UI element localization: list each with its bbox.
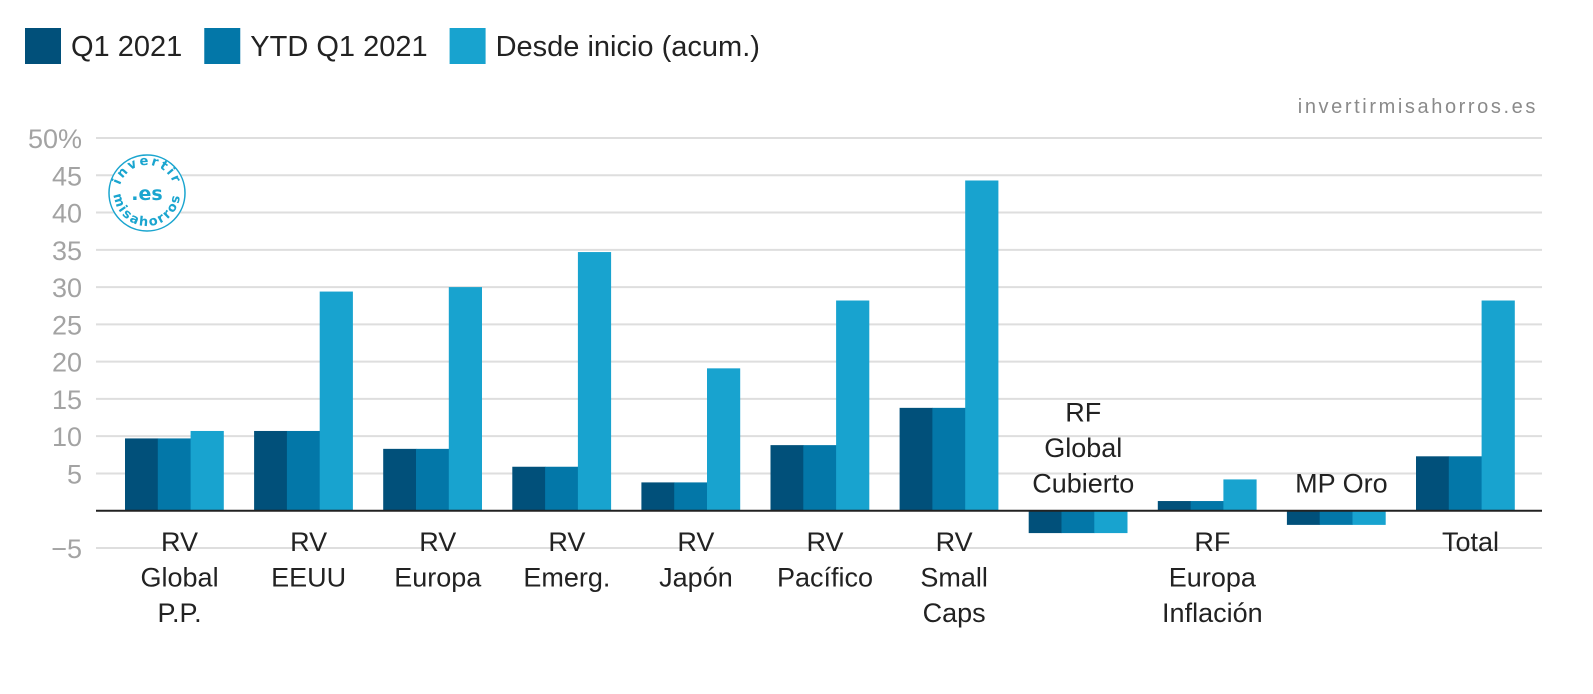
bar-1-2 (254, 430, 288, 511)
category-label-3: RV Europa (394, 527, 482, 593)
bar-3-10 (1352, 510, 1386, 525)
bars (125, 180, 1515, 534)
bar-1-3 (383, 448, 417, 511)
y-tick-label: −5 (51, 534, 82, 564)
bar-1-7 (899, 407, 933, 511)
source-credit: invertirmisahorros.es (1298, 96, 1538, 118)
bar-3-6 (836, 300, 870, 511)
legend-label-3: Desde inicio (acum.) (496, 31, 760, 63)
bar-1-9 (1157, 501, 1191, 511)
bar-3-8 (1094, 510, 1128, 534)
bar-1-1 (125, 438, 159, 511)
y-tick-label: 45 (52, 161, 82, 191)
legend-swatch-3 (449, 28, 486, 64)
category-label-6: RV Pacífico (777, 527, 873, 593)
bar-1-8 (1028, 510, 1062, 534)
legend-label-1: Q1 2021 (71, 31, 182, 63)
logo-center-text: .es (131, 183, 162, 205)
bar-2-10 (1319, 510, 1353, 525)
bar-2-3 (416, 448, 450, 511)
y-tick-label: 10 (52, 422, 82, 452)
bar-2-7 (932, 407, 966, 511)
category-label-9: RF Europa Inflación (1162, 527, 1263, 628)
category-label-4: RV Emerg. (523, 527, 610, 593)
bar-2-2 (286, 430, 321, 511)
y-tick-label: 30 (52, 273, 82, 303)
bar-2-1 (157, 438, 191, 511)
bar-3-3 (448, 287, 482, 511)
category-label-7: RV Small Caps (920, 527, 988, 628)
bar-3-7 (965, 180, 999, 511)
category-label-5: RV Japón (659, 527, 733, 593)
bar-3-4 (577, 252, 612, 511)
bar-3-11 (1481, 300, 1515, 511)
bar-2-6 (803, 445, 837, 511)
bar-1-10 (1286, 510, 1321, 525)
bar-2-4 (545, 466, 579, 511)
bar-1-11 (1416, 456, 1450, 511)
bar-2-9 (1190, 501, 1224, 511)
category-label-2: RV EEUU (271, 527, 346, 593)
bar-3-5 (707, 368, 741, 511)
bar-1-6 (770, 445, 804, 511)
category-label-11: Total (1442, 527, 1499, 557)
legend-swatch-1 (25, 28, 61, 64)
bar-1-5 (641, 482, 675, 511)
legend: Q1 2021 YTD Q1 2021 Desde inicio (acum.) (25, 28, 760, 64)
y-tick-label: 25 (52, 310, 82, 340)
bar-3-2 (319, 291, 353, 511)
bar-1-4 (512, 466, 546, 511)
bar-2-8 (1061, 510, 1095, 534)
y-tick-label: 20 (52, 348, 82, 378)
bar-3-9 (1223, 479, 1257, 511)
category-label-1: RV Global P.P. (141, 527, 219, 628)
y-tick-label: 40 (52, 199, 82, 229)
y-tick-label: 5 (67, 459, 82, 489)
bar-2-11 (1448, 456, 1482, 511)
bar-2-5 (674, 482, 708, 511)
y-tick-label: 50% (28, 124, 82, 154)
legend-swatch-2 (204, 28, 241, 64)
y-tick-label: 15 (52, 385, 82, 415)
logo-ring (108, 154, 186, 232)
bar-3-1 (190, 430, 224, 511)
y-axis-ticks: −5 5 10 15 20 25 30 35 40 45 50% (28, 124, 82, 564)
legend-label-2: YTD Q1 2021 (250, 31, 427, 63)
y-tick-label: 35 (52, 236, 82, 266)
category-label-8: RF Global Cubierto (1032, 398, 1134, 499)
category-label-10: MP Oro (1295, 469, 1388, 499)
category-labels: RV Global P.P. RV EEUU RV Europa RV Emerg. RV Japó… (141, 398, 1500, 628)
logo: invertir .es misahorros (108, 154, 186, 232)
